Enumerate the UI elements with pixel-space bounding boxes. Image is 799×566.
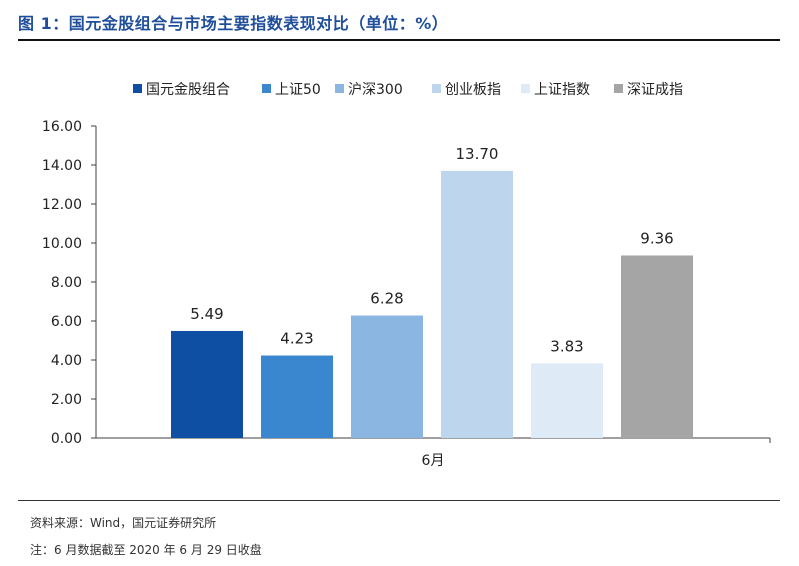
title-rule bbox=[18, 39, 780, 41]
legend-label: 上证指数 bbox=[534, 82, 590, 98]
data-label: 9.36 bbox=[640, 229, 673, 247]
y-tick-label: 10.00 bbox=[42, 236, 82, 252]
footer-rule bbox=[18, 500, 780, 501]
legend-swatch bbox=[521, 84, 530, 93]
bar-chart: 0.00 2.00 4.00 6.00 8.00 10.00 12.00 14.00 16.00… bbox=[42, 82, 771, 469]
y-tick-label: 16.00 bbox=[42, 119, 82, 135]
legend-swatch bbox=[262, 84, 271, 93]
y-tick-label: 2.00 bbox=[51, 392, 82, 408]
bar-4 bbox=[441, 170, 513, 438]
bar-6 bbox=[621, 255, 693, 438]
y-tick-label: 8.00 bbox=[51, 275, 82, 291]
legend-swatch bbox=[614, 84, 623, 93]
data-label: 6.28 bbox=[370, 290, 403, 308]
figure-title: 图 1：国元金股组合与市场主要指数表现对比（单位：%） bbox=[18, 14, 449, 33]
x-category-label: 6月 bbox=[422, 453, 445, 469]
bar-3 bbox=[351, 315, 423, 438]
legend-swatch bbox=[432, 84, 441, 93]
legend-label: 沪深300 bbox=[348, 82, 403, 98]
data-label: 13.70 bbox=[456, 145, 499, 163]
legend-swatch bbox=[335, 84, 344, 93]
y-tick-label: 12.00 bbox=[42, 197, 82, 213]
data-label: 5.49 bbox=[190, 305, 223, 323]
legend-label: 国元金股组合 bbox=[146, 82, 230, 98]
bar-1 bbox=[171, 330, 243, 438]
bar-2 bbox=[261, 355, 333, 438]
data-label: 4.23 bbox=[280, 330, 313, 348]
y-tick-label: 4.00 bbox=[51, 353, 82, 369]
y-tick-label: 0.00 bbox=[51, 431, 82, 447]
y-tick-label: 14.00 bbox=[42, 158, 82, 174]
y-tick-label: 6.00 bbox=[51, 314, 82, 330]
date-note: 注：6 月数据截至 2020 年 6 月 29 日收盘 bbox=[30, 543, 262, 557]
bar-5 bbox=[531, 363, 603, 438]
source-note: 资料来源：Wind，国元证券研究所 bbox=[30, 516, 217, 530]
legend-label: 上证50 bbox=[275, 82, 321, 98]
legend-swatch bbox=[133, 84, 142, 93]
legend-label: 深证成指 bbox=[627, 82, 683, 98]
legend-label: 创业板指 bbox=[445, 82, 501, 98]
data-label: 3.83 bbox=[550, 337, 583, 355]
